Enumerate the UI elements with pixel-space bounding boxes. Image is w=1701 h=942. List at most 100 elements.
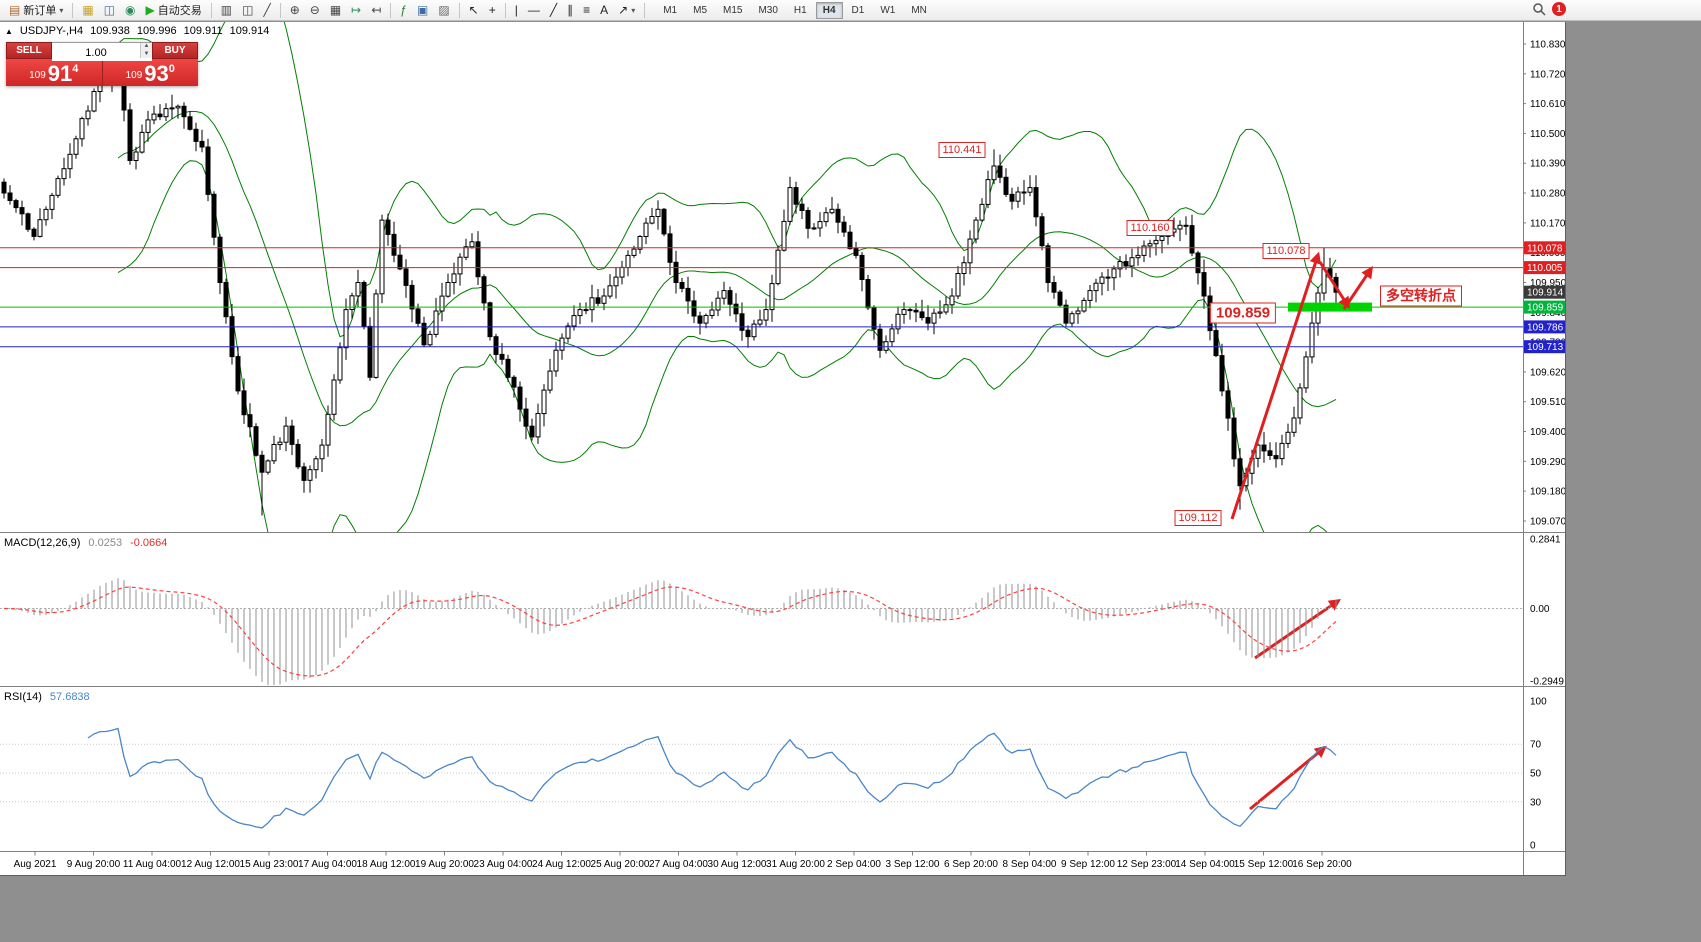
macd-header: MACD(12,26,9) 0.0253 -0.0664 xyxy=(4,537,167,549)
svg-text:109.786: 109.786 xyxy=(1527,322,1564,333)
time-axis: Aug 2021 9 Aug 20:00 11 Aug 04:00 12 Aug 12… xyxy=(14,852,1352,870)
toolbar-separator xyxy=(279,2,281,18)
trend-arrow xyxy=(1342,266,1374,310)
line-chart-button[interactable]: ╱ xyxy=(258,0,275,21)
timeframe-d1-button[interactable]: D1 xyxy=(851,4,865,16)
trend-arrow xyxy=(1254,598,1341,660)
vertical-line-button[interactable]: | xyxy=(510,0,523,21)
svg-text:11 Aug 04:00: 11 Aug 04:00 xyxy=(123,859,182,870)
search-icon[interactable] xyxy=(1532,2,1546,16)
autotrading-button[interactable]: ▶ 自动交易 xyxy=(141,0,207,21)
templates-button[interactable]: ▨ xyxy=(433,0,454,21)
chart-shift-button[interactable]: ↤ xyxy=(366,0,386,21)
macd-panel xyxy=(0,578,1523,685)
svg-text:0.2841: 0.2841 xyxy=(1530,534,1561,545)
timeframe-h4-button[interactable]: H4 xyxy=(815,1,843,19)
svg-text:0: 0 xyxy=(1530,841,1536,852)
text-label-icon: A xyxy=(600,3,609,17)
svg-text:9 Sep 12:00: 9 Sep 12:00 xyxy=(1061,859,1115,870)
text-label-button[interactable]: A xyxy=(595,0,613,21)
cursor-icon: ↖ xyxy=(468,3,479,17)
buy-button[interactable]: BUY xyxy=(152,42,198,59)
ohlc-low: 109.911 xyxy=(183,25,223,37)
ohlc-close: 109.914 xyxy=(229,25,270,37)
tile-windows-button[interactable]: ▦ xyxy=(325,0,346,21)
market-watch-icon: ◫ xyxy=(103,3,116,17)
macd-signal-value: -0.0664 xyxy=(130,537,168,549)
zoom-out-button[interactable]: ⊖ xyxy=(305,0,325,21)
ohlc-readout: ▲ USDJPY-,H4 109.938 109.996 109.911 109… xyxy=(5,25,269,37)
volume-input[interactable] xyxy=(52,45,152,61)
horizontal-line-icon: ― xyxy=(527,3,540,17)
buy-price-big: 93 xyxy=(144,61,169,86)
crosshair-button[interactable]: + xyxy=(484,0,501,21)
auto-scroll-button[interactable]: ↦ xyxy=(346,0,366,21)
new-order-button[interactable]: ▤ 新订单 ▾ xyxy=(4,0,68,21)
toolbar-separator xyxy=(644,2,646,18)
caret-down-icon: ▾ xyxy=(631,5,636,15)
svg-text:27 Aug 04:00: 27 Aug 04:00 xyxy=(649,859,708,870)
price-marker-box xyxy=(1524,285,1565,299)
svg-text:23 Aug 04:00: 23 Aug 04:00 xyxy=(474,859,533,870)
volume-field-wrap: ▲ ▼ xyxy=(52,42,152,61)
autotrading-play-icon: ▶ xyxy=(145,3,155,17)
templates-icon: ▨ xyxy=(438,3,450,17)
volume-down-icon[interactable]: ▼ xyxy=(141,50,152,58)
svg-text:31 Aug 20:00: 31 Aug 20:00 xyxy=(766,859,825,870)
svg-text:30 Aug 12:00: 30 Aug 12:00 xyxy=(708,859,767,870)
svg-text:109.950: 109.950 xyxy=(1530,278,1565,289)
timeframe-m5-button[interactable]: M5 xyxy=(693,4,708,16)
svg-text:110.170: 110.170 xyxy=(1530,218,1565,229)
profiles-button[interactable]: ▦ xyxy=(77,0,98,21)
macd-label: MACD(12,26,9) xyxy=(4,537,81,549)
sell-price-prefix: 109 xyxy=(29,70,46,81)
symbol-period-label: USDJPY-,H4 xyxy=(19,25,84,37)
svg-text:109.510: 109.510 xyxy=(1530,397,1565,408)
price-axis: 110.830 110.720 110.610 110.500 110.390 110.2… xyxy=(1523,40,1565,852)
notification-badge[interactable]: 1 xyxy=(1552,2,1566,16)
volume-stepper: ▲ ▼ xyxy=(140,43,152,58)
channel-button[interactable]: ∥ xyxy=(562,0,578,21)
price-callout: 110.078 xyxy=(1262,243,1310,259)
periods-button[interactable]: ▣ xyxy=(412,0,433,21)
fibonacci-button[interactable]: ≡ xyxy=(578,0,595,21)
refresh-button[interactable]: ◉ xyxy=(120,0,140,21)
buy-price-display[interactable]: 109 93 0 xyxy=(103,59,199,86)
profiles-icon: ▦ xyxy=(82,3,94,17)
indicators-button[interactable]: ƒ xyxy=(395,0,412,21)
sell-button[interactable]: SELL xyxy=(6,42,52,59)
rsi-header: RSI(14) 57.6838 xyxy=(4,691,90,703)
price-marker-box xyxy=(1524,241,1565,255)
timeframe-w1-button[interactable]: W1 xyxy=(880,4,896,16)
volume-up-icon[interactable]: ▲ xyxy=(141,43,152,51)
rsi-value: 57.6838 xyxy=(49,691,90,703)
one-click-collapse-icon[interactable]: ▲ xyxy=(5,26,13,36)
timeframe-m15-button[interactable]: M15 xyxy=(723,4,743,16)
timeframe-m30-button[interactable]: M30 xyxy=(758,4,778,16)
annotation-label: 多空转折点 xyxy=(1380,285,1462,307)
trendline-button[interactable]: ╱ xyxy=(545,0,562,21)
line-chart-icon: ╱ xyxy=(263,3,271,17)
arrows-icon: ↗ xyxy=(618,3,629,17)
indicators-icon: ƒ xyxy=(400,3,407,17)
timeframe-mn-button[interactable]: MN xyxy=(911,4,927,16)
market-watch-button[interactable]: ◫ xyxy=(99,0,120,21)
bar-chart-button[interactable]: ▥ xyxy=(216,0,237,21)
svg-text:17 Aug 04:00: 17 Aug 04:00 xyxy=(298,859,357,870)
buy-price-pip: 0 xyxy=(168,63,175,75)
sell-price-display[interactable]: 109 91 4 xyxy=(6,59,103,86)
timeframe-m1-button[interactable]: M1 xyxy=(663,4,678,16)
price-callout: 109.859 xyxy=(1209,302,1277,324)
svg-text:100: 100 xyxy=(1530,697,1547,708)
svg-text:109.400: 109.400 xyxy=(1530,427,1565,438)
zoom-in-button[interactable]: ⊕ xyxy=(285,0,305,21)
horizontal-line-button[interactable]: ― xyxy=(523,0,545,21)
candlestick-chart-button[interactable]: ◫ xyxy=(237,0,258,21)
price-chart-canvas: 110.830 110.720 110.610 110.500 110.390 110.2… xyxy=(0,22,1565,875)
svg-text:-0.2949: -0.2949 xyxy=(1530,676,1564,687)
svg-text:0.00: 0.00 xyxy=(1530,604,1550,615)
arrows-button[interactable]: ↗ ▾ xyxy=(613,0,640,21)
svg-text:6 Sep 20:00: 6 Sep 20:00 xyxy=(944,859,998,870)
timeframe-h1-button[interactable]: H1 xyxy=(793,4,807,16)
cursor-button[interactable]: ↖ xyxy=(464,0,484,21)
